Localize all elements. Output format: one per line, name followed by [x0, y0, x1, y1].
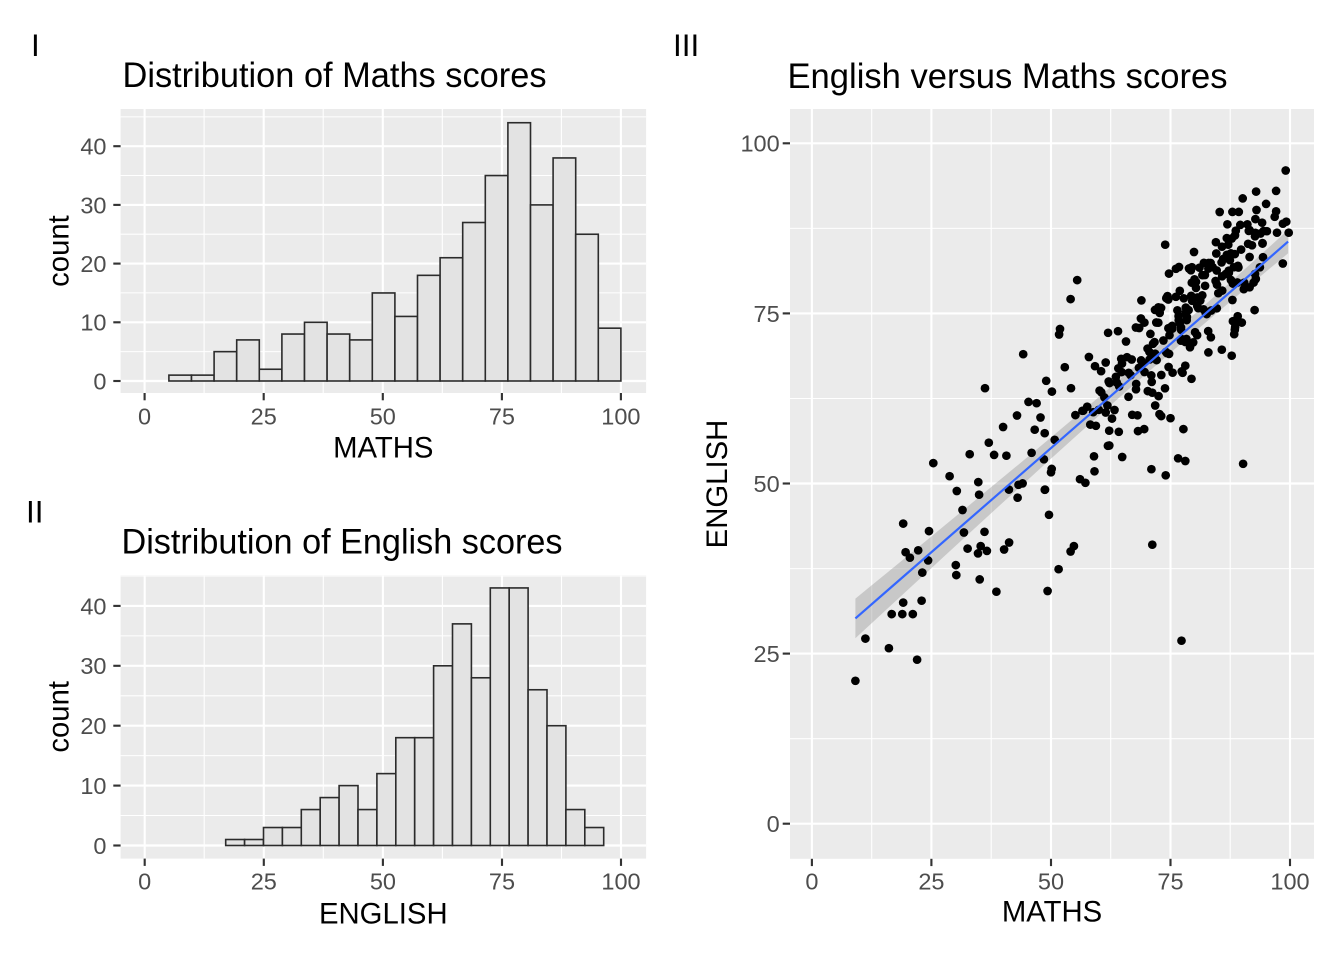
svg-text:II: II: [26, 494, 44, 530]
svg-text:25: 25: [251, 869, 277, 895]
svg-text:10: 10: [80, 310, 106, 336]
svg-text:25: 25: [918, 869, 944, 895]
svg-text:50: 50: [754, 471, 780, 497]
svg-text:25: 25: [251, 404, 277, 430]
svg-text:50: 50: [370, 404, 396, 430]
svg-text:50: 50: [1038, 869, 1064, 895]
svg-text:Distribution of English scores: Distribution of English scores: [122, 523, 563, 562]
svg-text:Distribution of Maths scores: Distribution of Maths scores: [123, 56, 547, 95]
svg-text:0: 0: [138, 869, 151, 895]
svg-text:75: 75: [754, 301, 780, 327]
svg-text:ENGLISH: ENGLISH: [319, 898, 448, 931]
svg-text:100: 100: [601, 404, 640, 430]
svg-text:30: 30: [80, 192, 106, 218]
svg-text:75: 75: [489, 869, 515, 895]
svg-text:0: 0: [138, 404, 151, 430]
svg-text:MATHS: MATHS: [333, 432, 433, 465]
svg-text:75: 75: [1157, 869, 1183, 895]
svg-text:count: count: [43, 215, 76, 287]
svg-text:40: 40: [80, 593, 106, 619]
svg-text:20: 20: [80, 713, 106, 739]
svg-text:0: 0: [93, 368, 106, 394]
svg-text:0: 0: [767, 811, 780, 837]
svg-text:100: 100: [740, 131, 779, 157]
svg-text:40: 40: [80, 134, 106, 160]
svg-text:0: 0: [93, 833, 106, 859]
svg-text:0: 0: [805, 869, 818, 895]
svg-text:25: 25: [754, 641, 780, 667]
svg-text:75: 75: [489, 404, 515, 430]
svg-text:30: 30: [80, 653, 106, 679]
svg-text:count: count: [43, 681, 76, 753]
svg-text:I: I: [31, 27, 40, 63]
svg-text:ENGLISH: ENGLISH: [701, 420, 734, 549]
svg-text:50: 50: [370, 869, 396, 895]
svg-text:20: 20: [80, 251, 106, 277]
svg-text:100: 100: [1270, 869, 1309, 895]
svg-text:III: III: [673, 27, 699, 63]
svg-text:100: 100: [601, 869, 640, 895]
svg-text:English versus Maths scores: English versus Maths scores: [788, 57, 1228, 96]
svg-text:MATHS: MATHS: [1002, 896, 1102, 929]
svg-text:10: 10: [80, 773, 106, 799]
